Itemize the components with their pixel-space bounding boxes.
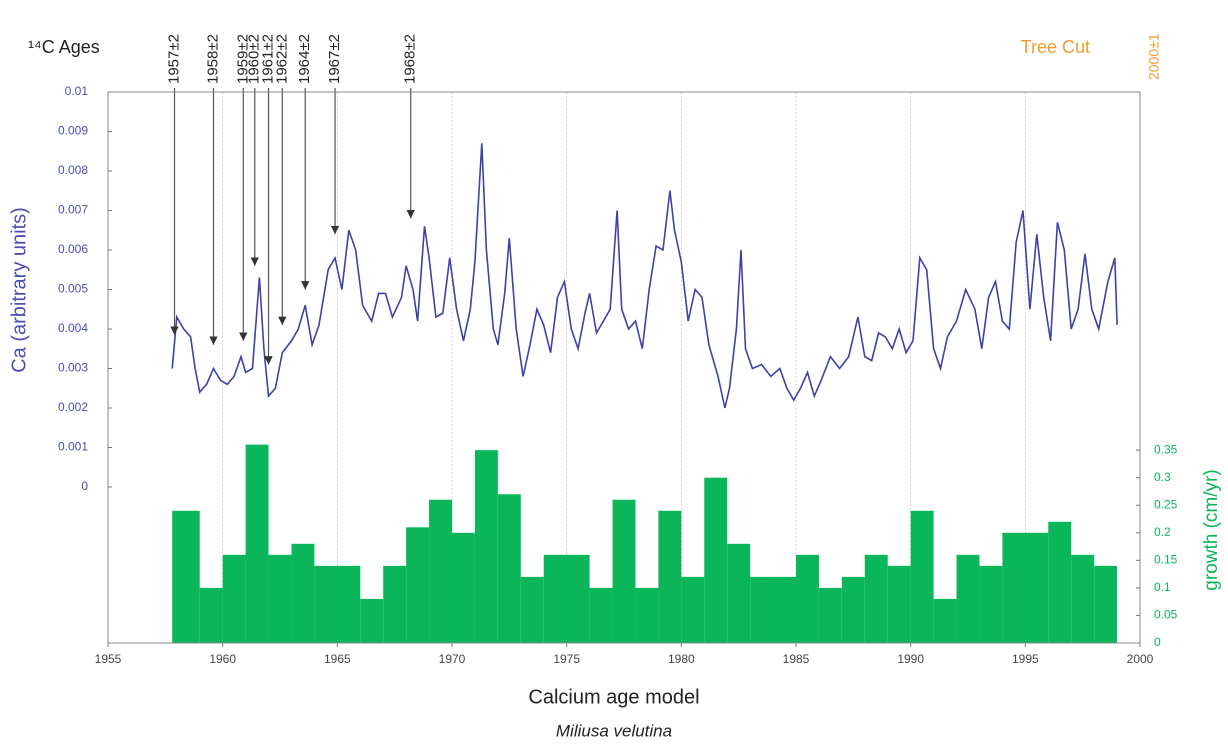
x-tick-label: 1955 xyxy=(95,652,122,666)
y-tick-label: 0.008 xyxy=(58,163,88,177)
bar xyxy=(589,587,613,643)
bar xyxy=(1002,532,1049,643)
annotation-label: 1967±2 xyxy=(326,34,343,84)
annotation-label: 1957±2 xyxy=(165,34,182,84)
bar xyxy=(268,554,292,643)
plot-frame xyxy=(107,91,1141,644)
x-tick-label: 1960 xyxy=(209,652,236,666)
y-tick-label: 0.004 xyxy=(58,321,88,335)
bar xyxy=(474,450,498,643)
bar xyxy=(681,576,705,643)
bar xyxy=(979,565,1003,643)
x-tick-label: 1985 xyxy=(783,652,810,666)
bar xyxy=(612,499,636,643)
bar xyxy=(383,565,407,643)
bar xyxy=(727,543,751,643)
x-tick-label: 1975 xyxy=(553,652,580,666)
y-tick-label: 0.01 xyxy=(65,84,89,98)
bar xyxy=(497,494,521,643)
bar xyxy=(1048,521,1072,643)
y-tick-label: 0.007 xyxy=(58,203,88,217)
bar xyxy=(360,598,384,643)
bar xyxy=(1094,565,1118,643)
y2-axis-label: growth (cm/yr) xyxy=(1201,469,1222,590)
y2-tick-label: 0.15 xyxy=(1154,553,1178,567)
x-tick-label: 1965 xyxy=(324,652,351,666)
y2-tick-label: 0.1 xyxy=(1154,580,1171,594)
end-label: Tree Cut xyxy=(1021,37,1090,57)
y2-tick-label: 0.35 xyxy=(1154,442,1178,456)
y-tick-label: 0.006 xyxy=(58,242,88,256)
bar xyxy=(796,554,819,643)
bar xyxy=(429,499,452,643)
bar xyxy=(910,510,934,643)
annotation-label: 1960±2 xyxy=(246,34,263,84)
x-tick-label: 1980 xyxy=(668,652,695,666)
y-axis-label: Ca (arbitrary units) xyxy=(8,207,30,373)
bar xyxy=(956,554,980,643)
bar xyxy=(245,444,269,643)
x-tick-label: 1995 xyxy=(1012,652,1039,666)
y-tick-label: 0.009 xyxy=(58,124,88,138)
annotation-label: 1962±2 xyxy=(273,34,290,84)
subtitle: Miliusa velutina xyxy=(556,721,672,740)
y2-tick-label: 0.05 xyxy=(1154,608,1178,622)
annotations-title: ¹⁴C Ages xyxy=(28,37,100,57)
annotation-label: 1961±2 xyxy=(260,34,277,84)
bar xyxy=(172,510,200,643)
y2-tick-label: 0.3 xyxy=(1154,470,1171,484)
y2-tick-label: 0.25 xyxy=(1154,497,1178,511)
bar xyxy=(635,587,659,643)
y-tick-label: 0 xyxy=(81,479,88,493)
bar xyxy=(887,565,911,643)
y2-tick-label: 0.2 xyxy=(1154,525,1171,539)
y-tick-label: 0.002 xyxy=(58,400,88,414)
x-tick-label: 2000 xyxy=(1127,652,1154,666)
bar xyxy=(291,543,315,643)
bar xyxy=(658,510,682,643)
line xyxy=(171,143,1118,409)
bar xyxy=(841,576,865,643)
bar xyxy=(933,598,957,643)
bar xyxy=(314,565,361,643)
y-tick-label: 0.005 xyxy=(58,282,88,296)
bar xyxy=(864,554,888,643)
bar xyxy=(520,576,544,643)
annotation-label: 1968±2 xyxy=(402,34,419,84)
bar xyxy=(1071,554,1095,643)
bar xyxy=(199,587,223,643)
x-tick-label: 1990 xyxy=(897,652,924,666)
annotation-label: 1959±2 xyxy=(234,34,251,84)
y2-tick-label: 0 xyxy=(1154,635,1161,649)
bar xyxy=(543,554,590,643)
bar xyxy=(452,532,475,643)
x-tick-label: 1970 xyxy=(439,652,466,666)
x-axis-label: Calcium age model xyxy=(528,686,699,708)
bar xyxy=(704,477,728,643)
end-date-label: 2000±1 xyxy=(1146,33,1162,80)
bar xyxy=(222,554,246,643)
annotation-label: 1964±2 xyxy=(296,34,313,84)
y-tick-label: 0.003 xyxy=(58,361,88,375)
bar xyxy=(406,527,430,643)
bar xyxy=(818,587,842,643)
bar xyxy=(750,576,796,643)
y-tick-label: 0.001 xyxy=(58,440,88,454)
annotation-label: 1958±2 xyxy=(204,34,221,84)
